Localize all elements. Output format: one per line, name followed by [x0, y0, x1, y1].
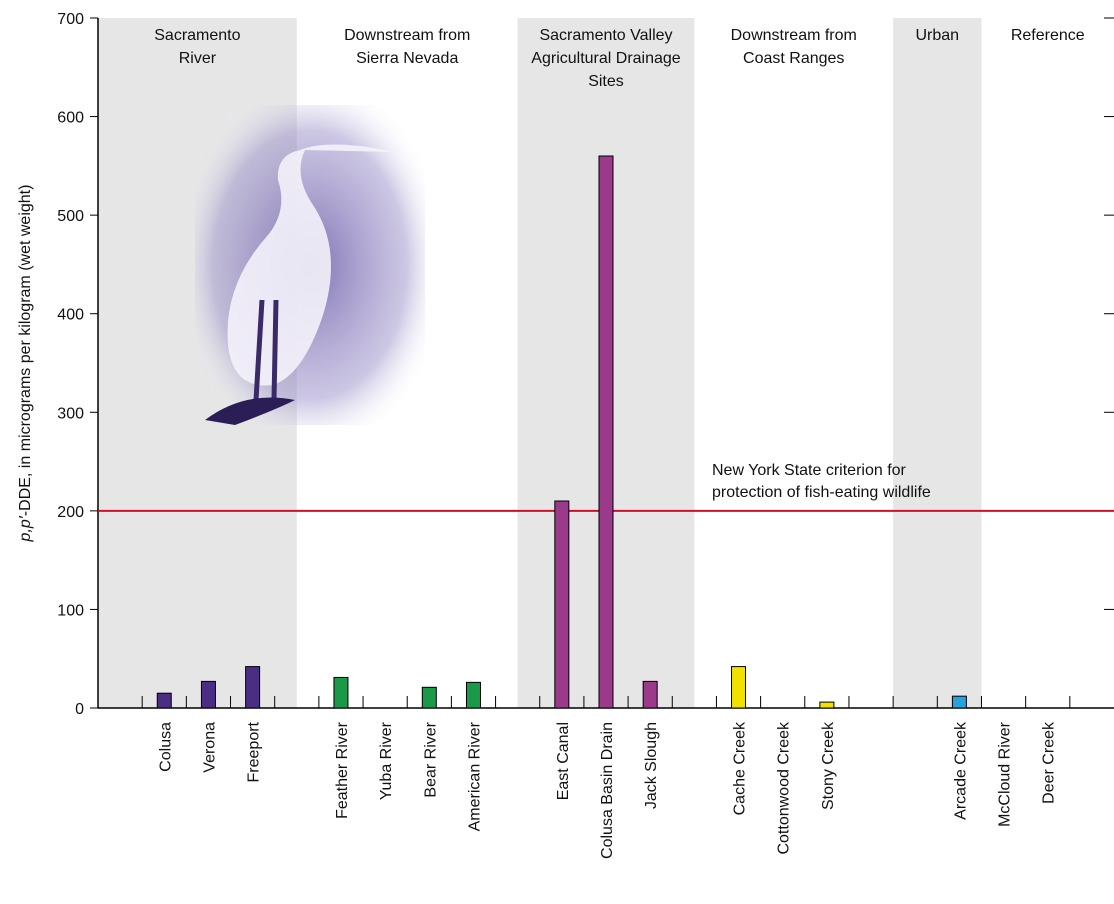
- group-label: Sites: [588, 73, 624, 90]
- x-tick-label: East Canal: [555, 722, 572, 800]
- group-label: Downstream from: [731, 27, 857, 44]
- group-label: Coast Ranges: [743, 50, 844, 67]
- group-label: River: [179, 50, 217, 67]
- reference-label: New York State criterion for: [712, 462, 907, 479]
- x-tick-label: Colusa Basin Drain: [599, 722, 616, 859]
- bar: [598, 155, 614, 709]
- bar: [819, 701, 835, 709]
- bar: [156, 692, 172, 709]
- group-label: Downstream from: [344, 27, 470, 44]
- y-tick-label: 200: [57, 504, 84, 521]
- y-axis-label: p,p′-DDE, in micrograms per kilogram (we…: [17, 185, 34, 543]
- y-tick-label: 500: [57, 208, 84, 225]
- x-tick-label: McCloud River: [997, 721, 1014, 827]
- x-tick-label: American River: [466, 721, 483, 831]
- x-tick-label: Arcade Creek: [952, 721, 969, 820]
- y-tick-label: 600: [57, 110, 84, 127]
- egret-illustration: [195, 105, 425, 425]
- group-label: Sacramento Valley: [539, 27, 672, 44]
- reference-label: protection of fish-eating wildlife: [712, 484, 931, 501]
- bar: [421, 686, 437, 709]
- bar: [554, 500, 570, 709]
- y-tick-label: 300: [57, 405, 84, 422]
- group-label: Urban: [916, 27, 960, 44]
- group-band: [893, 18, 982, 708]
- group-label: Sacramento: [154, 27, 240, 44]
- bar: [951, 695, 967, 709]
- bar: [465, 681, 481, 709]
- group-label: Sierra Nevada: [356, 50, 458, 67]
- x-tick-label: Yuba River: [378, 721, 395, 800]
- group-label: Reference: [1011, 27, 1085, 44]
- y-axis-label-italic: p,p′: [17, 515, 34, 542]
- y-tick-label: 400: [57, 307, 84, 324]
- y-tick-label: 0: [75, 701, 84, 718]
- x-tick-label: Colusa: [157, 722, 174, 772]
- x-tick-label: Deer Creek: [1041, 721, 1058, 804]
- bar: [642, 680, 658, 709]
- bar: [731, 666, 747, 709]
- x-tick-label: Bear River: [422, 721, 439, 797]
- x-tick-label: Feather River: [334, 721, 351, 819]
- x-tick-label: Freeport: [246, 721, 263, 782]
- group-label: Agricultural Drainage: [531, 50, 681, 67]
- x-tick-label: Cottonwood Creek: [776, 721, 793, 855]
- x-tick-label: Stony Creek: [820, 721, 837, 810]
- bar: [200, 680, 216, 709]
- x-tick-label: Cache Creek: [732, 721, 749, 815]
- x-tick-label: Jack Slough: [643, 722, 660, 809]
- bar: [333, 676, 349, 709]
- y-tick-label: 700: [57, 11, 84, 28]
- bar: [245, 666, 261, 709]
- y-tick-label: 100: [57, 602, 84, 619]
- y-axis-label-rest: -DDE, in micrograms per kilogram (wet we…: [17, 185, 34, 517]
- x-tick-label: Verona: [201, 722, 218, 773]
